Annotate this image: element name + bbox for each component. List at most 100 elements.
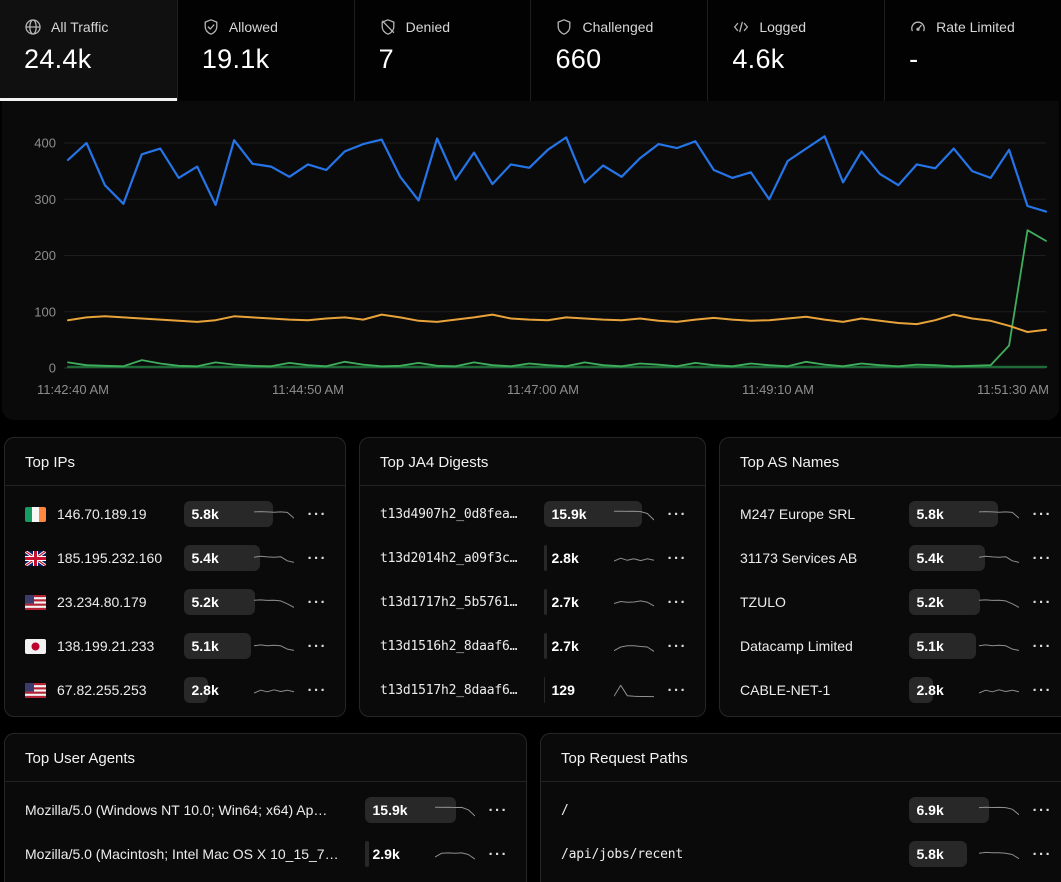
row-value-bar [908,841,967,867]
panel-title: Top Request Paths [561,750,688,767]
row-label: Datacamp Limited [740,638,853,654]
row-menu-button[interactable]: ··· [487,799,511,822]
list-item: 185.195.232.160 5.4k ··· [25,536,329,580]
row-menu-button[interactable]: ··· [487,843,511,866]
row-value-bar [183,501,274,527]
row-value: 129 [551,682,575,698]
row-value-bar [543,589,547,615]
row-value-chip: 5.4k [183,545,296,571]
row-value-chip: 5.1k [908,633,1021,659]
tab-allowed[interactable]: Allowed 19.1k [176,0,354,101]
row-sparkline [978,806,1019,816]
panel-title: Top JA4 Digests [380,454,489,471]
tab-denied[interactable]: Denied 7 [353,0,531,101]
row-menu-button[interactable]: ··· [666,547,690,570]
tab-value: 19.1k [201,44,270,74]
tab-challenged[interactable]: Challenged 660 [530,0,708,101]
row-menu-button[interactable]: ··· [1031,547,1055,570]
row-value: 5.4k [916,550,944,566]
row-sparkline [613,600,654,607]
row-value-bar [908,501,999,527]
row-value-chip: 2.7k [543,633,656,659]
panel-title: Top AS Names [740,454,840,471]
list-item: t13d2014h2_a09f3c… 2.8k ··· [380,536,689,580]
row-menu-button[interactable]: ··· [666,503,690,526]
row-label: Mozilla/5.0 (Windows NT 10.0; Win64; x64… [25,802,328,818]
row-menu-button[interactable]: ··· [1031,679,1055,702]
tab-all-traffic[interactable]: All Traffic 24.4k [0,0,177,101]
row-label: CABLE-NET-1 [740,682,831,698]
row-value-chip: 5.8k [183,501,296,527]
row-label: t13d1717h2_5b5761… [380,594,518,610]
row-menu-button[interactable]: ··· [306,591,330,614]
tab-value: 660 [555,44,602,74]
list-item: 31173 Services AB 5.4k ··· [740,536,1054,580]
tab-logged[interactable]: Logged 4.6k [707,0,885,101]
row-label: /api/jobs/recent [561,846,684,862]
row-value-chip: 15.9k [364,797,477,823]
flag-us-icon [25,594,46,610]
row-sparkline [978,689,1019,694]
svg-text:0: 0 [49,361,56,376]
list-item: 146.70.189.19 5.8k ··· [25,492,329,536]
series-logged-line [67,313,1047,333]
tab-label: Logged [759,19,807,35]
row-value-chip: 5.4k [908,545,1021,571]
row-value-chip: 2.9k [364,841,477,867]
row-sparkline [253,555,294,563]
row-value-bar [543,677,545,703]
svg-text:100: 100 [34,304,56,319]
row-menu-button[interactable]: ··· [1031,635,1055,658]
row-sparkline [434,806,475,817]
flag-jp-icon [25,638,46,654]
row-value-bar [908,677,934,703]
series-allowed-line [66,135,1048,213]
tab-value: 7 [378,44,394,74]
row-menu-button[interactable]: ··· [1031,503,1055,526]
shield-off-icon [379,18,397,36]
row-value-chip: 2.8k [908,677,1021,703]
list-item: t13d4907h2_0d8fea… 15.9k ··· [380,492,689,536]
row-sparkline [978,644,1019,651]
list-item: Mozilla/5.0 (Macintosh; Intel Mac OS X 1… [25,832,510,876]
svg-text:11:51:30 AM: 11:51:30 AM [977,382,1049,397]
stat-tab-bar: All Traffic 24.4k Allowed 19.1k Denied 7… [0,0,1061,101]
row-value: 15.9k [551,506,587,522]
row-sparkline [613,684,654,698]
list-item: Mozilla/5.0 (Windows NT 10.0; Win64; x64… [25,788,510,832]
row-value: 5.8k [191,506,219,522]
row-value-bar [543,501,643,527]
tab-label: Challenged [582,19,654,35]
row-menu-button[interactable]: ··· [666,679,690,702]
row-menu-button[interactable]: ··· [666,635,690,658]
panel-top-as-names: Top AS Names M247 Europe SRL 5.8k ··· 31… [719,437,1061,717]
svg-text:11:44:50 AM: 11:44:50 AM [272,382,344,397]
list-item: /api/jobs/recent 5.8k ··· [561,832,1054,876]
row-menu-button[interactable]: ··· [1031,843,1055,866]
row-sparkline [978,851,1019,860]
row-value: 2.8k [191,682,219,698]
top-panels-row-2: Top User Agents Mozilla/5.0 (Windows NT … [4,733,1061,882]
row-menu-button[interactable]: ··· [1031,591,1055,614]
row-menu-button[interactable]: ··· [306,547,330,570]
svg-text:11:42:40 AM: 11:42:40 AM [37,382,109,397]
row-menu-button[interactable]: ··· [306,679,330,702]
row-menu-button[interactable]: ··· [666,591,690,614]
row-label: / [561,802,569,818]
list-item: Datacamp Limited 5.1k ··· [740,624,1054,668]
row-sparkline [978,511,1019,519]
row-sparkline [434,852,475,860]
traffic-chart-panel: 0 100 200 300 400 11:42:40 AM 11:44:50 AM 11:47… [2,101,1059,420]
tab-rate-limited[interactable]: Rate Limited - [884,0,1061,101]
list-item: / 6.9k ··· [561,788,1054,832]
row-value-chip: 5.1k [183,633,296,659]
row-value-bar [364,797,457,823]
row-value-chip: 129 [543,677,656,703]
globe-icon [24,18,42,36]
svg-text:11:47:00 AM: 11:47:00 AM [507,382,579,397]
row-menu-button[interactable]: ··· [306,635,330,658]
flag-ie-icon [25,506,46,522]
row-menu-button[interactable]: ··· [1031,799,1055,822]
row-label: 67.82.255.253 [57,682,147,698]
row-menu-button[interactable]: ··· [306,503,330,526]
